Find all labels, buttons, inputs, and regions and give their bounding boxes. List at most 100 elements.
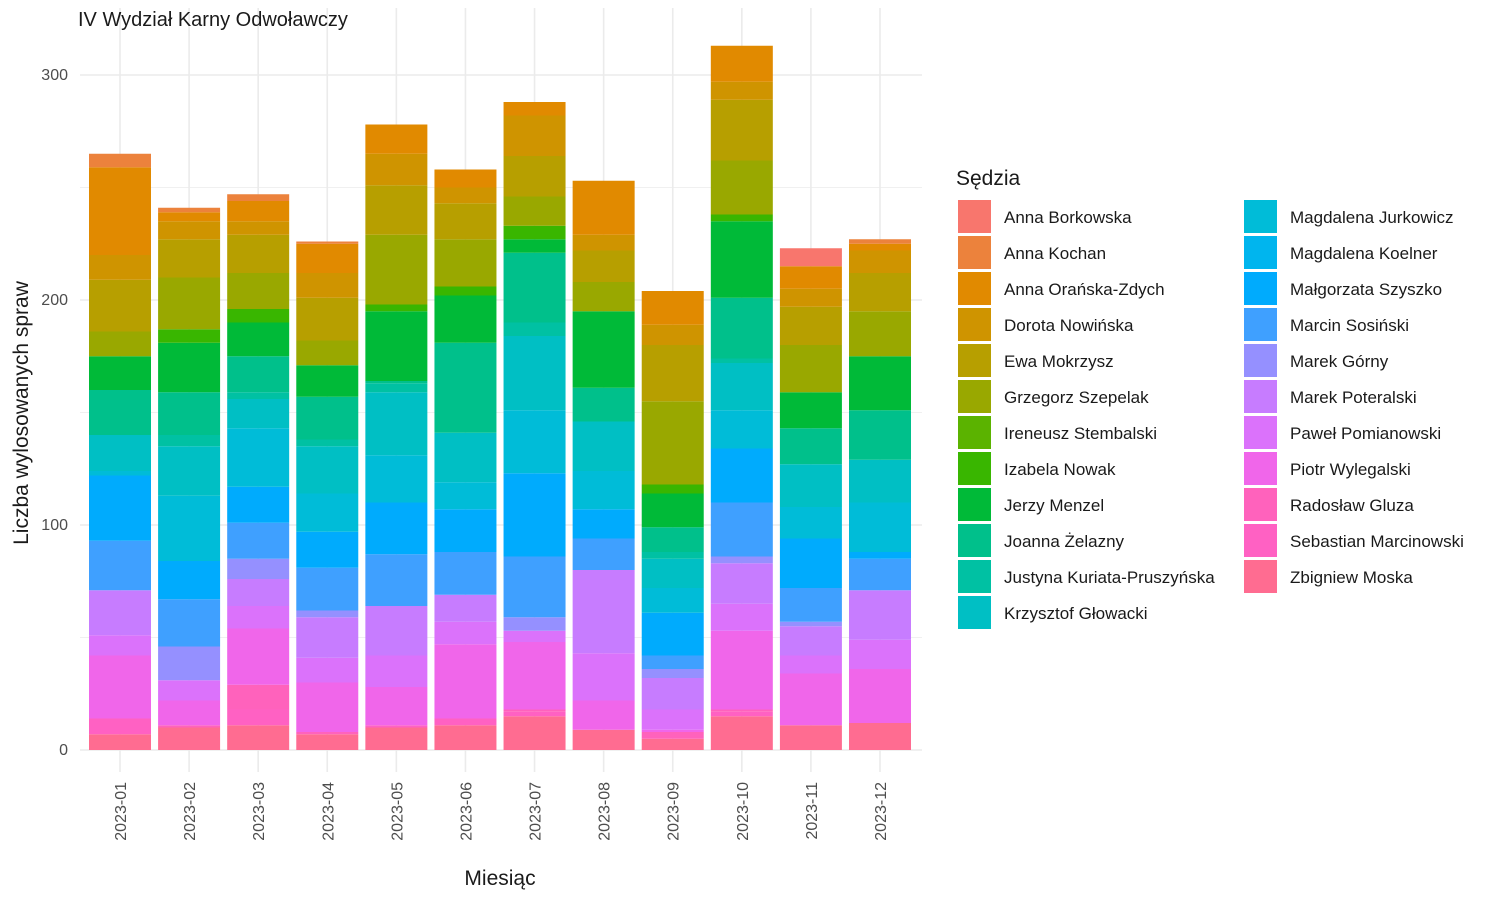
bar-segment	[227, 579, 290, 606]
legend-swatch	[958, 452, 991, 485]
bars	[89, 45, 911, 750]
bar-segment	[89, 153, 151, 168]
x-tick-label: 2023-03	[251, 782, 268, 841]
bar-segment	[158, 342, 221, 393]
legend-label: Anna Kochan	[1004, 244, 1106, 263]
bar-segment	[365, 381, 428, 384]
x-tick-label: 2023-08	[597, 782, 614, 841]
bar-segment	[89, 635, 151, 656]
bar-segment	[572, 234, 635, 251]
bar-segment	[641, 345, 704, 402]
bar-segment	[503, 156, 566, 197]
x-tick-label: 2023-12	[873, 782, 890, 841]
bar-segment	[365, 727, 428, 750]
bar-segment	[710, 363, 773, 411]
legend-swatch	[1244, 416, 1277, 449]
legend-swatch	[958, 596, 991, 629]
x-tick-label: 2023-01	[113, 782, 130, 841]
bar-segment	[779, 288, 842, 307]
bar-segment	[296, 682, 359, 732]
bar-segment	[710, 45, 773, 82]
legend-label: Ireneusz Stembalski	[1004, 424, 1157, 443]
bar-segment	[710, 358, 773, 363]
bar-segment	[365, 234, 428, 305]
bar-segment	[89, 471, 151, 476]
bar-segment	[158, 727, 221, 750]
bar-segment	[365, 304, 428, 312]
legend-label: Sebastian Marcinowski	[1290, 532, 1464, 551]
bar-segment	[89, 435, 151, 471]
bar-segment	[158, 207, 221, 213]
bar-segment	[710, 716, 773, 750]
bar-segment	[434, 552, 497, 595]
bar-segment	[434, 718, 497, 726]
bar-segment	[641, 612, 704, 656]
bar-segment	[227, 322, 290, 357]
bar-segment	[572, 653, 635, 701]
legend-swatch	[1244, 488, 1277, 521]
bar-segment	[503, 336, 566, 411]
bar-segment	[365, 311, 428, 381]
bar-segment	[779, 538, 842, 588]
bar-segment	[434, 482, 497, 510]
bar-segment	[503, 196, 566, 226]
bar-segment	[365, 153, 428, 186]
bar-segment	[779, 626, 842, 656]
x-tick-label: 2023-02	[182, 782, 199, 841]
legend-swatch	[958, 524, 991, 557]
bar-segment	[434, 286, 497, 296]
bar-segment	[710, 603, 773, 631]
legend-swatch	[1244, 308, 1277, 341]
y-tick-label: 300	[41, 67, 68, 84]
bar-segment	[365, 554, 428, 606]
bar-segment	[89, 167, 151, 255]
bar-segment	[296, 273, 359, 298]
bar-segment	[89, 655, 151, 719]
bar-segment	[849, 273, 911, 312]
bar-segment	[641, 484, 704, 494]
bar-segment	[779, 464, 842, 507]
legend-label: Marek Górny	[1290, 352, 1389, 371]
bar-segment	[641, 527, 704, 552]
bar-segment	[641, 678, 704, 710]
bar-segment	[503, 556, 566, 618]
bar-segment	[227, 684, 290, 710]
bar-segment	[572, 570, 635, 654]
bar-segment	[89, 356, 151, 390]
bar-segment	[434, 621, 497, 645]
legend-label: Justyna Kuriata-Pruszyńska	[1004, 568, 1215, 587]
bar-segment	[158, 599, 221, 647]
bar-segment	[779, 725, 842, 750]
bar-segment	[641, 558, 704, 588]
bar-segment	[434, 594, 497, 622]
bar-segment	[296, 657, 359, 683]
bar-segment	[227, 725, 290, 750]
bar-segment	[158, 446, 221, 496]
bar-segment	[503, 410, 566, 474]
bar-segment	[434, 432, 497, 483]
bar-segment	[779, 673, 842, 726]
bar-segment	[296, 439, 359, 447]
bar-segment	[434, 644, 497, 719]
legend-swatch	[1244, 380, 1277, 413]
bar-segment	[158, 212, 221, 222]
bar-segment	[296, 617, 359, 658]
bar-segment	[434, 295, 497, 343]
bar-segment	[641, 732, 704, 739]
bar-segment	[779, 306, 842, 345]
bar-segment	[296, 493, 359, 532]
legend-swatch	[1244, 524, 1277, 557]
bar-segment	[572, 471, 635, 510]
x-tick-label: 2023-06	[458, 782, 475, 841]
bar-segment	[296, 297, 359, 341]
x-tick-label: 2023-11	[804, 782, 821, 840]
bar-segment	[296, 340, 359, 366]
x-axis-ticks: 2023-01 2023-02 2023-03 2023-04 2023-05 2023-…	[113, 782, 890, 841]
legend: Sędzia Anna Borkowska Anna Kochan Anna Ora…	[956, 167, 1464, 629]
bar-segment	[572, 509, 635, 539]
bar-segment	[227, 221, 290, 235]
bar-segment	[710, 502, 773, 557]
bar-segment	[503, 642, 566, 710]
legend-label: Zbigniew Moska	[1290, 568, 1413, 587]
bar-segment	[503, 102, 566, 116]
